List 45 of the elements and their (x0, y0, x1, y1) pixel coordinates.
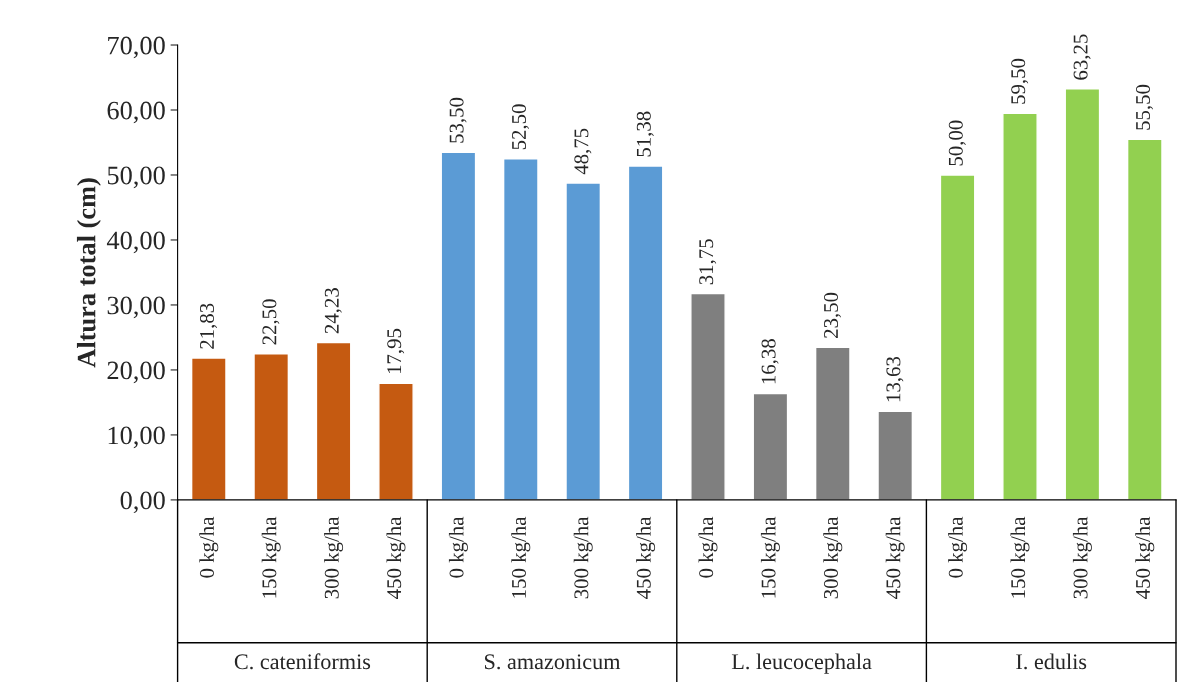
x-tick-label: 300 kg/ha (823, 516, 843, 599)
data-label: 63,25 (1073, 34, 1091, 80)
x-tick-label: 450 kg/ha (885, 516, 905, 599)
y-tick-label: 20,00 (107, 361, 165, 384)
data-label: 51,38 (636, 111, 654, 157)
text: S. amazonicum (484, 654, 621, 670)
x-tick-label: 300 kg/ha (324, 516, 344, 599)
data-label: 13,63 (886, 356, 904, 402)
data-label: 21,83 (199, 303, 218, 349)
data-label: 24,23 (324, 288, 342, 334)
x-tick-label: 300 kg/ha (573, 516, 593, 599)
y-tick-label: 10,00 (108, 426, 165, 449)
x-tick-label: 150 kg/ha (760, 516, 780, 598)
x-tick-label: 0 kg/ha (698, 516, 718, 578)
y-tick-label: 70,00 (108, 36, 165, 59)
y-tick-label: 60,00 (107, 101, 165, 124)
y-axis-title: Altura total (cm) (76, 178, 101, 368)
text: I. edulis (1016, 653, 1087, 670)
data-label: 16,38 (761, 339, 779, 384)
x-tick-label: 150 kg/ha (1010, 516, 1030, 598)
y-tick-label: 50,00 (107, 166, 165, 189)
data-label: 23,50 (823, 292, 842, 338)
x-tick-label: 0 kg/ha (948, 516, 968, 578)
data-label: 22,50 (262, 299, 280, 345)
data-label: 53,50 (449, 97, 467, 143)
x-tick-label: 150 kg/ha (511, 516, 531, 598)
x-tick-label: 450 kg/ha (636, 516, 656, 599)
data-label: 48,75 (574, 128, 592, 175)
data-label: 50,00 (948, 120, 966, 166)
text: L. leucocephala (731, 653, 872, 674)
x-tick-label: 0 kg/ha (448, 516, 468, 578)
x-tick-label: 0 kg/ha (199, 516, 219, 578)
x-tick-label: 150 kg/ha (261, 516, 281, 598)
data-label: 31,75 (699, 239, 717, 285)
data-label: 52,50 (511, 104, 530, 150)
x-tick-label: 300 kg/ha (1072, 516, 1092, 599)
y-tick-label: 30,00 (107, 296, 165, 319)
data-label: 17,95 (387, 328, 405, 374)
text: C. cateniformis (234, 653, 371, 670)
y-tick-label: 0,00 (120, 491, 165, 514)
x-tick-label: 450 kg/ha (386, 516, 406, 599)
x-tick-label: 450 kg/ha (1135, 516, 1155, 599)
data-label: 59,50 (1011, 58, 1029, 104)
y-tick-label: 40,00 (106, 231, 165, 254)
data-label: 55,50 (1135, 84, 1154, 130)
